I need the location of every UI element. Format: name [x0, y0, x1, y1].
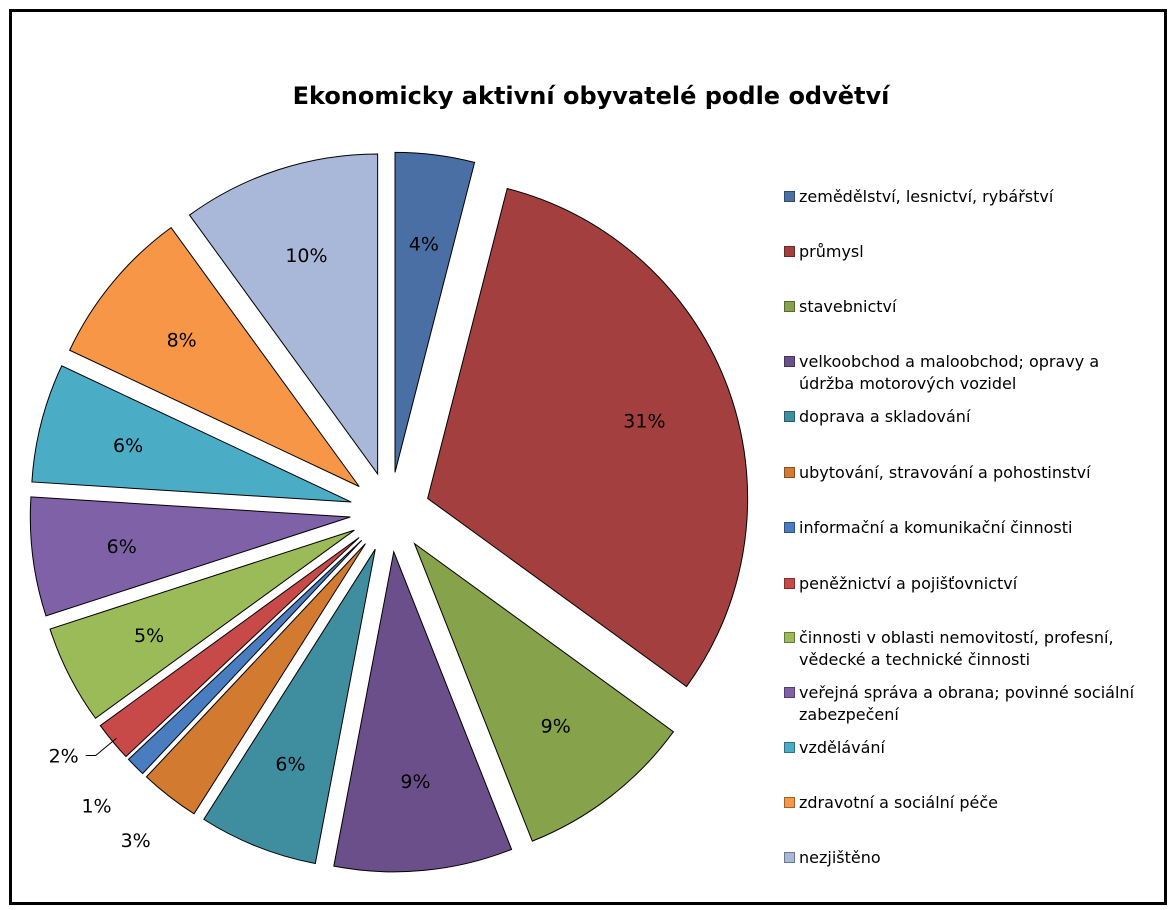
- pie-slice: [333, 550, 513, 873]
- legend-item: průmysl: [784, 241, 1154, 263]
- pie-slice: [203, 548, 376, 865]
- data-label: 9%: [541, 716, 571, 738]
- data-label: 1%: [81, 795, 111, 817]
- legend-label: zemědělství, lesnictví, rybářství: [799, 187, 1054, 206]
- data-label: 5%: [134, 625, 164, 647]
- pie-slice: [29, 496, 351, 617]
- legend-swatch: [784, 301, 795, 312]
- pie-slice: [394, 151, 476, 473]
- legend-label: průmysl: [799, 242, 864, 261]
- legend-item: stavebnictví: [784, 296, 1154, 318]
- legend-label: ubytování, stravování a pohostinství: [799, 463, 1091, 482]
- legend-item: činnosti v oblasti nemovitostí, profesní…: [784, 627, 1154, 671]
- pie-slice: [31, 365, 352, 503]
- legend-swatch: [784, 522, 795, 533]
- legend-item: velkoobchod a maloobchod; opravy a údržb…: [784, 351, 1154, 395]
- data-label: 10%: [285, 245, 327, 267]
- chart-title: Ekonomicky aktivní obyvatelé podle odvět…: [292, 82, 890, 110]
- legend-label: vzdělávání: [799, 738, 885, 757]
- legend-item: ubytování, stravování a pohostinství: [784, 462, 1154, 484]
- legend-label: veřejná správa a obrana; povinné sociáln…: [799, 683, 1135, 724]
- legend-item: peněžnictví a pojišťovnictví: [784, 573, 1154, 595]
- legend-label: zdravotní a sociální péče: [799, 793, 998, 812]
- data-label: 31%: [623, 410, 665, 432]
- legend-swatch: [784, 191, 795, 202]
- legend-label: peněžnictví a pojišťovnictví: [799, 574, 1018, 593]
- leader-line: [85, 737, 117, 756]
- legend-swatch: [784, 632, 795, 643]
- data-label: 8%: [167, 330, 197, 352]
- legend-swatch: [784, 356, 795, 367]
- legend-swatch: [784, 246, 795, 257]
- legend-item: vzdělávání: [784, 737, 1154, 759]
- pie-slice: [68, 226, 360, 487]
- data-label: 6%: [113, 435, 143, 457]
- legend-swatch: [784, 687, 795, 698]
- legend-item: informační a komunikační činnosti: [784, 517, 1154, 539]
- pie-chart: 4% 31% 9% 9% 6% 3% 1% 2% 5% 6% 6% 8% 10%: [29, 151, 749, 873]
- data-label: 4%: [409, 234, 439, 256]
- pie-slice: [145, 543, 366, 815]
- data-label: 9%: [400, 771, 430, 793]
- legend-label: činnosti v oblasti nemovitostí, profesní…: [799, 628, 1114, 669]
- pie-slice: [49, 529, 355, 719]
- legend-item: veřejná správa a obrana; povinné sociáln…: [784, 682, 1154, 726]
- legend-swatch: [784, 797, 795, 808]
- legend-swatch: [784, 411, 795, 422]
- legend-item: doprava a skladování: [784, 406, 1154, 428]
- legend-label: stavebnictví: [799, 297, 897, 316]
- legend-item: zemědělství, lesnictví, rybářství: [784, 186, 1154, 208]
- legend-swatch: [784, 467, 795, 478]
- pie-slice: [413, 542, 675, 842]
- legend-swatch: [784, 742, 795, 753]
- legend-swatch: [784, 852, 795, 863]
- data-label: 6%: [275, 753, 305, 775]
- data-label: 3%: [121, 830, 151, 852]
- chart-frame: Ekonomicky aktivní obyvatelé podle odvět…: [9, 9, 1167, 905]
- data-label: 6%: [107, 536, 137, 558]
- data-label: 2%: [49, 745, 79, 767]
- legend-item: zdravotní a sociální péče: [784, 792, 1154, 814]
- legend-label: informační a komunikační činnosti: [799, 518, 1073, 537]
- pie-slice: [127, 539, 363, 775]
- legend-label: doprava a skladování: [799, 407, 971, 426]
- pie-slice: [427, 187, 749, 688]
- legend-item: nezjištěno: [784, 847, 1154, 869]
- legend-swatch: [784, 578, 795, 589]
- legend-label: velkoobchod a maloobchod; opravy a údržb…: [799, 352, 1100, 393]
- pie-slice: [188, 153, 379, 476]
- legend-label: nezjištěno: [799, 848, 881, 867]
